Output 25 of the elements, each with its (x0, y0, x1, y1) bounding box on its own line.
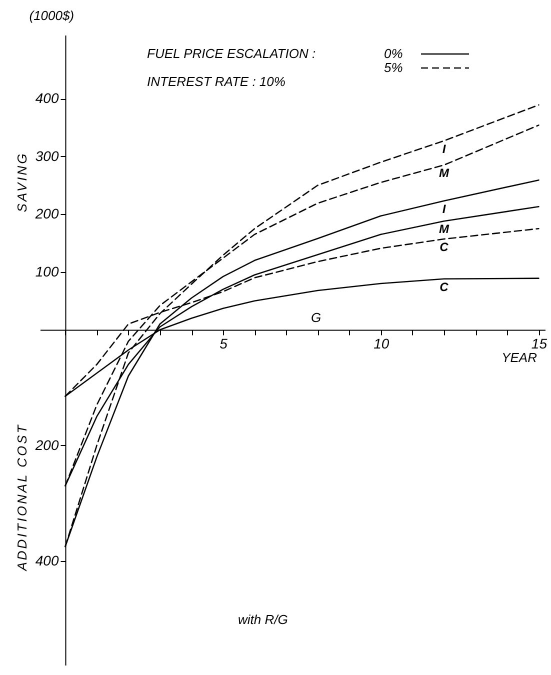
series-label: M (439, 166, 450, 180)
x-tick-label: 15 (531, 335, 548, 352)
y-tick-label: 300 (35, 148, 59, 164)
annotation: with R/G (238, 612, 288, 627)
y-tick-label: 100 (35, 263, 59, 280)
y-tick-label: 400 (35, 552, 59, 568)
text: (1000$) (29, 8, 74, 23)
series-label: C (440, 280, 449, 294)
x-tick-label: 5 (220, 335, 228, 352)
legend-title: FUEL PRICE ESCALATION : (147, 46, 316, 61)
series-label: M (439, 222, 450, 236)
y-tick-label: 400 (35, 90, 59, 106)
y-tick-label: 200 (34, 436, 59, 453)
annotation: G (311, 310, 322, 325)
series-label: C (440, 240, 449, 254)
series-label: I (442, 202, 446, 216)
annotation: 0% (384, 46, 403, 61)
x-tick-label: 10 (374, 335, 390, 352)
text: INTEREST RATE : 10% (147, 74, 286, 89)
text: ADDITIONAL COST (14, 424, 30, 572)
series-label: I (442, 142, 446, 156)
y-tick-label: 200 (34, 206, 59, 222)
y-axis-title: SAVING (14, 152, 30, 213)
x-axis-title: YEAR (502, 350, 537, 365)
annotation: 5% (384, 60, 403, 75)
